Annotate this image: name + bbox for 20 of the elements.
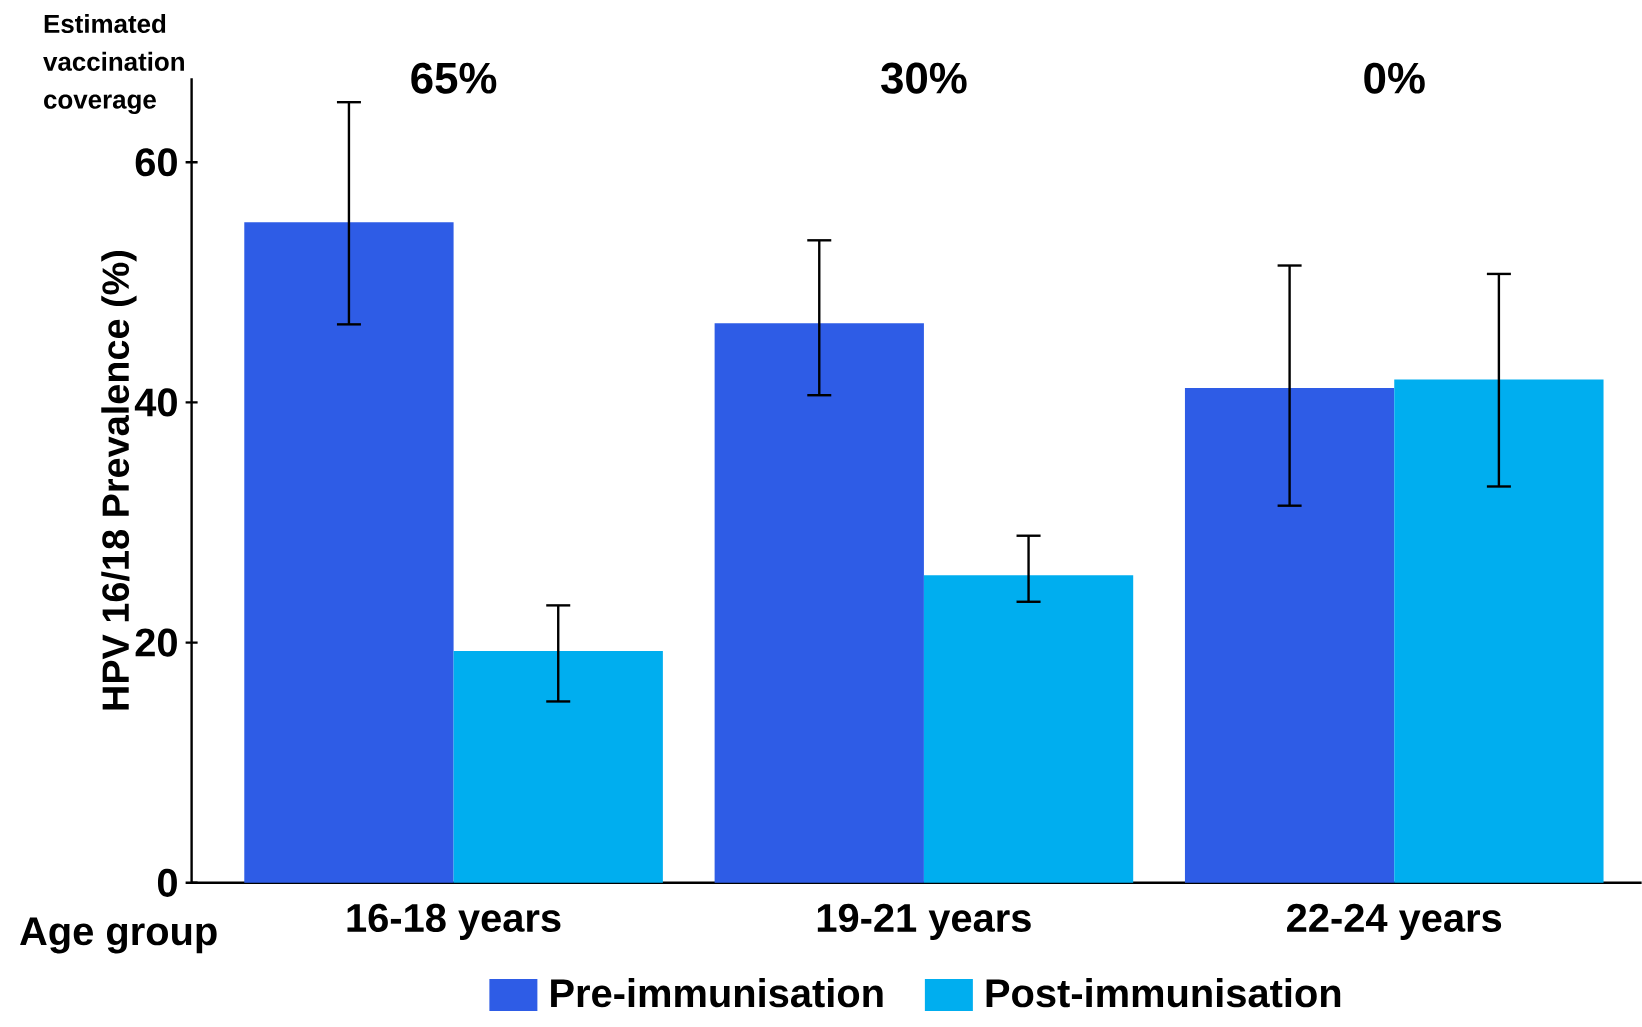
annotation: 30% <box>881 62 967 94</box>
x-axis-title: Age group <box>20 917 217 954</box>
x-tick-label: 16-18 years <box>347 903 561 940</box>
x-tick-label: 19-21 years <box>817 903 1031 940</box>
x-tick-label: 22-24 years <box>1287 903 1502 940</box>
annotation: 0% <box>1364 62 1425 94</box>
y-tick-label: 20 <box>135 628 177 657</box>
annotation: 65% <box>411 62 497 94</box>
bar <box>1184 388 1395 883</box>
bar <box>714 323 924 883</box>
y-tick-label: 0 <box>157 868 177 897</box>
bar <box>453 651 663 883</box>
legend-label: Pre-immunisation <box>551 978 883 1008</box>
bar <box>244 222 454 883</box>
bar <box>923 575 1134 883</box>
y-tick-label: 60 <box>135 148 177 177</box>
text: Estimated vaccination coverage <box>43 14 184 114</box>
y-tick-label: 40 <box>134 388 177 417</box>
bar <box>1394 379 1604 883</box>
legend-label: Post-immunisation <box>986 978 1341 1008</box>
